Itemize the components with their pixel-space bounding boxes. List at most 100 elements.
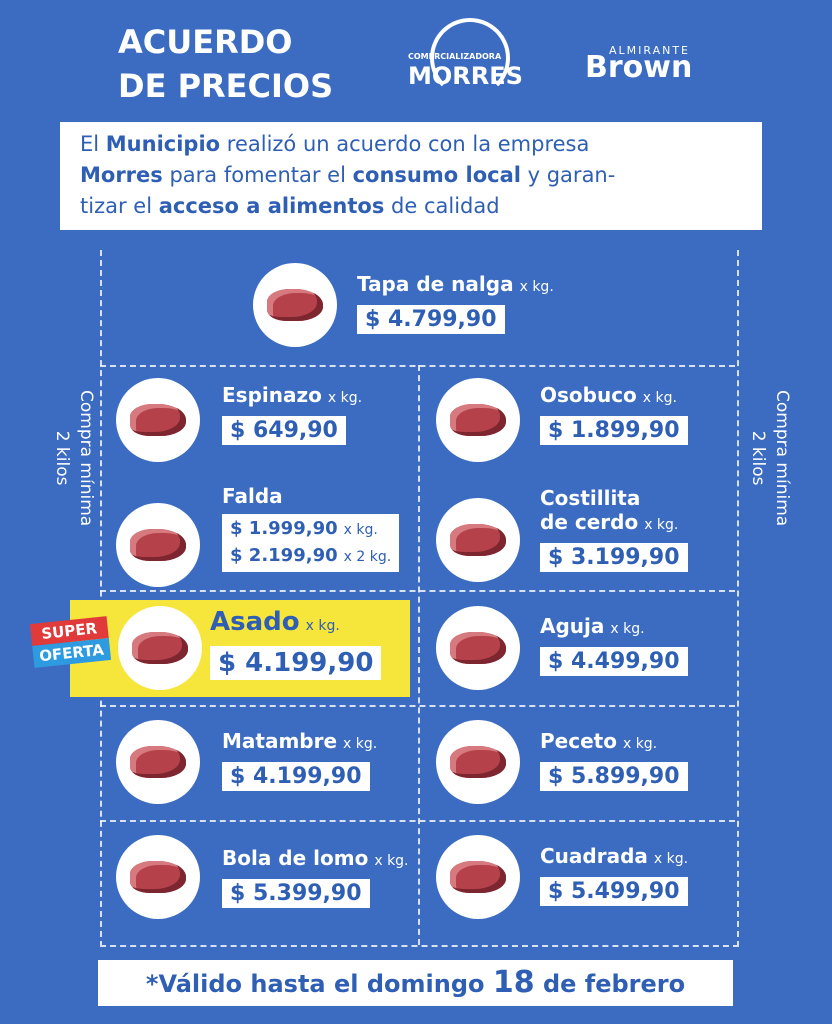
product-image — [436, 835, 520, 919]
product-name-text: Falda — [222, 484, 283, 508]
logo-text: COMERCIALIZADORA — [408, 52, 502, 61]
product-name-text: Espinazo — [222, 383, 322, 407]
footer: *Válido hasta el domingo 18 de febrero — [98, 960, 733, 1006]
logo-morres: COMERCIALIZADORA MORRES — [400, 18, 540, 108]
product-name: Espinazo x kg. — [222, 383, 362, 410]
product-name-text: Tapa de nalga — [357, 272, 514, 296]
title-line: DE PRECIOS — [118, 67, 334, 105]
price-unit: x kg. — [343, 522, 378, 538]
logo-text: Brown — [585, 50, 693, 85]
side-line: Compra mínima — [76, 390, 96, 527]
product-unit: x kg. — [519, 279, 554, 295]
product-name: Cuadrada x kg. — [540, 844, 688, 871]
product-unit: x kg. — [343, 736, 378, 752]
product-info: Osobuco x kg. $ 1.899,90 — [540, 383, 688, 445]
footer-text: *Válido hasta el domingo — [145, 970, 485, 998]
product-info: Matambre x kg. $ 4.199,90 — [222, 729, 377, 791]
price-row: $ 1.999,90 x kg. — [230, 516, 391, 543]
product-name-text: Bola de lomo — [222, 846, 369, 870]
side-line: 2 kilos — [748, 430, 768, 486]
meat — [130, 529, 186, 561]
product-image — [118, 606, 202, 690]
intro-segment: acceso a alimentos — [158, 194, 385, 218]
price-row: $ 2.199,90 x 2 kg. — [230, 543, 391, 570]
divider — [100, 365, 735, 367]
logo-swoosh — [430, 18, 510, 98]
product-image — [116, 503, 200, 587]
price-value: $ 649,90 — [222, 416, 346, 445]
product-name-text: Matambre — [222, 729, 338, 753]
side-note: Compra mínima 2 kilos — [746, 390, 794, 526]
product-unit: x kg. — [653, 851, 689, 867]
badge: SUPER OFERTA — [29, 616, 111, 668]
meat — [450, 746, 506, 778]
product-unit: x kg. — [622, 736, 658, 752]
product-unit: x kg. — [644, 517, 679, 533]
product-info: Costillita de cerdo x kg. $ 3.199,90 — [540, 486, 688, 572]
divider — [100, 590, 735, 592]
logo-brown: ALMIRANTE Brown — [565, 44, 705, 94]
grid-frame — [100, 250, 739, 947]
intro-segment: y garan- — [520, 163, 616, 187]
meat — [130, 746, 186, 778]
price-value: $ 4.799,90 — [357, 305, 505, 334]
product-info: Asado x kg. $ 4.199,90 — [210, 607, 382, 680]
intro-segment: para fomentar el — [162, 163, 353, 187]
product-unit: x kg. — [610, 621, 645, 637]
product-info: Espinazo x kg. $ 649,90 — [222, 383, 362, 445]
product-image — [436, 720, 520, 804]
divider — [100, 820, 735, 822]
product-info: Tapa de nalga x kg. $ 4.799,90 — [357, 272, 554, 334]
product-name: Aguja x kg. — [540, 614, 688, 641]
product-info: Falda $ 1.999,90 x kg. $ 2.199,90 x 2 kg. — [222, 484, 400, 572]
product-name-text: Peceto — [540, 729, 617, 753]
meat — [450, 861, 506, 893]
meat — [450, 632, 506, 664]
product-name: Tapa de nalga x kg. — [357, 272, 554, 299]
product-image — [116, 835, 200, 919]
product-name-text: Asado — [210, 607, 300, 637]
product-image — [253, 263, 337, 347]
intro-box: El Municipio realizó un acuerdo con la e… — [60, 122, 762, 230]
product-name: Bola de lomo x kg. — [222, 846, 409, 873]
price-value: $ 4.499,90 — [540, 647, 688, 676]
intro-line: tizar el acceso a alimentos de calidad — [80, 194, 500, 218]
logo-text: ALMIRANTE — [609, 44, 691, 57]
product-image — [436, 606, 520, 690]
product-name: de cerdo x kg. — [540, 510, 688, 537]
meat — [130, 404, 186, 436]
divider — [100, 705, 735, 707]
meat — [450, 524, 506, 556]
price-value: $ 1.999,90 — [230, 518, 338, 539]
title-line: ACUERDO — [118, 23, 293, 61]
product-unit: x kg. — [305, 618, 340, 634]
price-value: $ 4.199,90 — [222, 762, 370, 791]
product-unit: x kg. — [327, 390, 363, 406]
meat — [450, 404, 506, 436]
intro-segment: de calidad — [384, 194, 500, 218]
meat — [267, 289, 323, 321]
meat — [130, 861, 186, 893]
logo-text: MORRES — [408, 62, 523, 90]
product-unit: x kg. — [642, 390, 677, 406]
price-unit: x 2 kg. — [343, 549, 392, 565]
product-info: Aguja x kg. $ 4.499,90 — [540, 614, 688, 676]
price-value: $ 3.199,90 — [540, 543, 688, 572]
footer-text: de febrero — [542, 970, 686, 998]
intro-segment: Morres — [80, 163, 163, 187]
product-name: Osobuco x kg. — [540, 383, 688, 410]
price-value: $ 4.199,90 — [210, 646, 382, 680]
product-name-text: Cuadrada — [540, 844, 648, 868]
divider — [418, 365, 420, 945]
side-line: Compra mínima — [772, 390, 792, 527]
product-name: Peceto x kg. — [540, 729, 688, 756]
price-value: $ 1.899,90 — [540, 416, 688, 445]
product-name: Costillita — [540, 486, 688, 510]
price-value: $ 5.899,90 — [540, 762, 688, 791]
intro-segment: El — [80, 132, 106, 156]
product-unit: x kg. — [374, 853, 409, 869]
intro-segment: realizó un acuerdo con la empresa — [220, 132, 590, 156]
intro-segment: tizar el — [80, 194, 159, 218]
intro-segment: Municipio — [105, 132, 221, 156]
product-name-text: Osobuco — [540, 383, 637, 407]
